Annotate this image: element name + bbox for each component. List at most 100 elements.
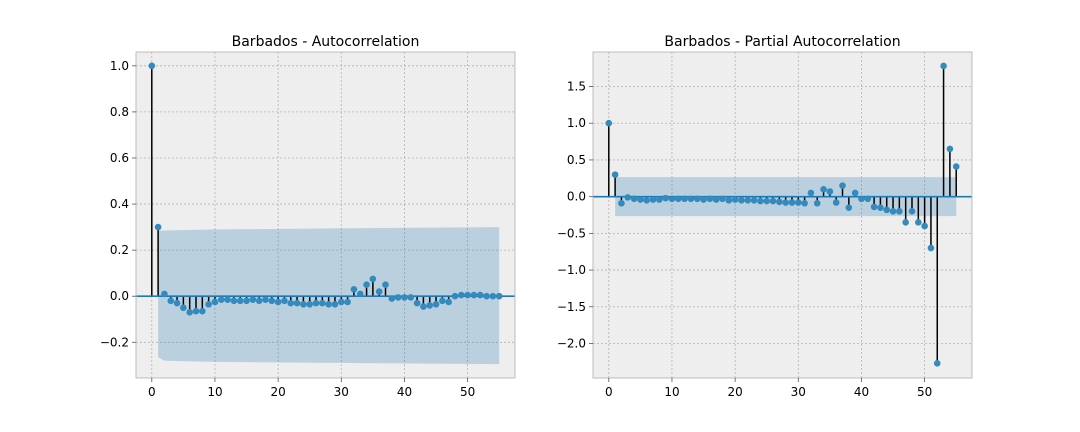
data-point bbox=[915, 219, 922, 226]
data-point bbox=[719, 195, 726, 203]
data-point bbox=[794, 199, 802, 206]
data-point bbox=[445, 298, 452, 306]
y-tick-label: −2.0 bbox=[557, 336, 586, 350]
data-point bbox=[649, 196, 657, 203]
data-point bbox=[782, 199, 789, 206]
data-point bbox=[458, 291, 465, 299]
y-tick-label: 0.5 bbox=[567, 153, 586, 167]
data-point bbox=[769, 197, 777, 205]
data-point bbox=[180, 304, 187, 312]
partial-autocorrelation-panel: 0 10 20 30 40 50 −2.0 −1.5 −1.0 −0.5 0.0 0.5 1.0 1.5 B… bbox=[557, 34, 973, 399]
data-point bbox=[712, 196, 720, 203]
data-point bbox=[731, 196, 739, 203]
data-point bbox=[451, 292, 459, 300]
data-point bbox=[826, 188, 834, 195]
data-point bbox=[306, 300, 314, 308]
data-point bbox=[337, 298, 345, 306]
data-point bbox=[908, 208, 916, 215]
data-point bbox=[420, 303, 427, 310]
data-point bbox=[344, 298, 351, 306]
data-point bbox=[776, 198, 783, 206]
x-tick-label: 20 bbox=[270, 385, 285, 399]
y-tick-label: 0.8 bbox=[110, 105, 129, 119]
data-point bbox=[394, 294, 402, 301]
data-point bbox=[681, 195, 688, 203]
data-point bbox=[624, 194, 632, 201]
data-point bbox=[476, 291, 484, 299]
y-tick-label: −1.0 bbox=[557, 263, 586, 277]
data-point bbox=[952, 163, 960, 170]
plot-area bbox=[136, 52, 515, 378]
data-point bbox=[375, 288, 383, 295]
data-point bbox=[407, 294, 415, 301]
y-tick-label: 0.4 bbox=[110, 197, 129, 211]
data-point bbox=[426, 302, 434, 309]
y-tick-label: −1.5 bbox=[557, 300, 586, 314]
data-point bbox=[167, 297, 175, 305]
axes-frame bbox=[592, 51, 973, 379]
data-point bbox=[192, 307, 200, 315]
data-point bbox=[693, 195, 701, 203]
data-point bbox=[896, 208, 903, 215]
data-point bbox=[249, 296, 257, 303]
data-point bbox=[858, 195, 865, 203]
chart-title: Barbados - Partial Autocorrelation bbox=[664, 34, 900, 50]
data-point bbox=[470, 291, 478, 299]
data-point bbox=[382, 281, 389, 288]
data-point bbox=[319, 299, 326, 307]
plot-area bbox=[593, 52, 972, 378]
data-point bbox=[656, 196, 663, 203]
chart-title: Barbados - Autocorrelation bbox=[232, 34, 420, 50]
data-point bbox=[148, 62, 156, 70]
data-point bbox=[432, 300, 440, 308]
x-tick-label: 0 bbox=[605, 385, 613, 399]
data-point bbox=[211, 298, 219, 306]
x-tick-label: 20 bbox=[727, 385, 742, 399]
data-point bbox=[725, 197, 733, 204]
data-point bbox=[813, 199, 821, 207]
data-point bbox=[738, 197, 745, 204]
data-point bbox=[363, 281, 370, 288]
data-point bbox=[331, 300, 339, 308]
data-point bbox=[255, 297, 263, 305]
autocorrelation-panel: 0 10 20 30 40 50 −0.2 0.0 0.2 0.4 0.6 0.8 1.0 Barbado… bbox=[100, 34, 516, 399]
data-point bbox=[356, 290, 364, 298]
data-point bbox=[889, 208, 897, 215]
data-point bbox=[643, 197, 650, 204]
data-point bbox=[851, 189, 859, 197]
data-point bbox=[839, 182, 846, 189]
data-point bbox=[687, 195, 695, 203]
y-tick-label: 1.0 bbox=[567, 116, 586, 130]
x-tick-label: 10 bbox=[207, 385, 222, 399]
data-point bbox=[820, 186, 827, 193]
data-point bbox=[217, 296, 225, 303]
data-point bbox=[300, 300, 307, 308]
data-point bbox=[611, 171, 619, 178]
data-point bbox=[788, 199, 796, 206]
data-point bbox=[744, 197, 752, 204]
data-point bbox=[230, 297, 238, 305]
data-point bbox=[668, 195, 676, 203]
data-point bbox=[287, 299, 295, 307]
data-point bbox=[927, 244, 935, 252]
x-tick-label: 30 bbox=[791, 385, 806, 399]
x-tick-label: 10 bbox=[664, 385, 679, 399]
data-point bbox=[883, 206, 891, 214]
data-point bbox=[161, 290, 168, 298]
data-point bbox=[154, 223, 162, 231]
x-tick-label: 0 bbox=[148, 385, 156, 399]
data-point bbox=[807, 189, 815, 197]
x-tick-label: 40 bbox=[397, 385, 412, 399]
data-point bbox=[706, 195, 714, 203]
data-point bbox=[674, 195, 682, 203]
data-point bbox=[605, 119, 613, 127]
data-point bbox=[750, 197, 758, 204]
y-tick-label: 0.0 bbox=[567, 190, 586, 204]
data-point bbox=[495, 292, 503, 300]
data-point bbox=[877, 204, 884, 211]
data-point bbox=[369, 275, 377, 283]
y-tick-label: 0.6 bbox=[110, 151, 129, 165]
data-point bbox=[186, 309, 193, 316]
data-point bbox=[637, 196, 644, 203]
